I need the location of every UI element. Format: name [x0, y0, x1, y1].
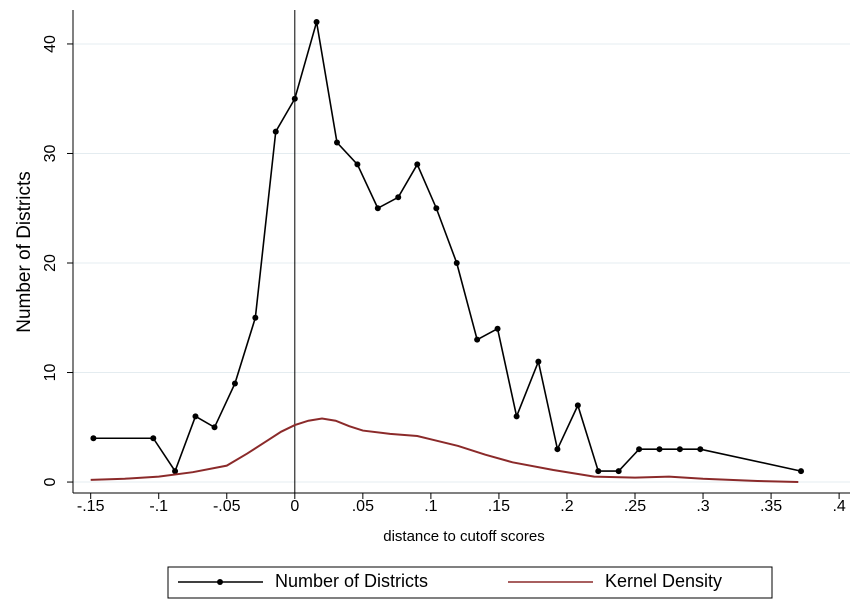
- point: [231, 380, 238, 387]
- point: [513, 413, 520, 420]
- point: [494, 325, 501, 332]
- point: [150, 435, 157, 442]
- point: [656, 446, 663, 453]
- x-tick-label: .1: [424, 498, 437, 515]
- x-tick-label: .05: [352, 498, 374, 515]
- point: [291, 95, 298, 102]
- y-tick-label: 30: [42, 144, 59, 162]
- point: [272, 128, 279, 135]
- x-tick-label: -.1: [149, 498, 168, 515]
- y-tick-label: 0: [42, 478, 59, 487]
- point: [211, 424, 218, 431]
- point: [313, 19, 320, 26]
- x-tick-label: -.05: [213, 498, 241, 515]
- point: [333, 139, 340, 146]
- legend-box: [167, 566, 773, 599]
- point: [615, 468, 622, 475]
- point: [554, 446, 561, 453]
- series-line: [93, 21, 802, 473]
- legend-label: Number of Districts: [275, 571, 428, 591]
- point: [192, 413, 199, 420]
- point: [90, 435, 97, 442]
- x-tick-label: .15: [488, 498, 510, 515]
- point: [697, 446, 704, 453]
- y-tick-label: 40: [42, 35, 59, 53]
- x-tick-label: .4: [832, 498, 845, 515]
- point: [595, 468, 602, 475]
- x-tick-label: .3: [696, 498, 709, 515]
- point: [574, 402, 581, 409]
- x-tick-label: .35: [760, 498, 782, 515]
- series-line: [90, 417, 799, 484]
- point: [798, 468, 805, 475]
- x-tick-label: -.15: [77, 498, 105, 515]
- x-tick-label: 0: [290, 498, 299, 515]
- legend-label: Kernel Density: [605, 571, 722, 591]
- x-tick-label: .2: [560, 498, 573, 515]
- point: [474, 336, 481, 343]
- x-axis-label: distance to cutoff scores: [383, 528, 544, 545]
- x-tick-label: .25: [624, 498, 646, 515]
- point: [374, 205, 381, 212]
- point: [354, 161, 361, 168]
- point: [414, 161, 421, 168]
- point: [433, 205, 440, 212]
- y-tick-label: 20: [42, 254, 59, 272]
- point: [172, 468, 179, 475]
- y-tick-label: 10: [42, 364, 59, 382]
- point: [535, 358, 542, 365]
- legend-marker: [217, 579, 223, 585]
- point: [252, 314, 259, 321]
- point: [676, 446, 683, 453]
- point: [636, 446, 643, 453]
- y-axis-label: Number of Districts: [14, 171, 35, 333]
- point: [453, 260, 460, 266]
- point: [395, 194, 402, 201]
